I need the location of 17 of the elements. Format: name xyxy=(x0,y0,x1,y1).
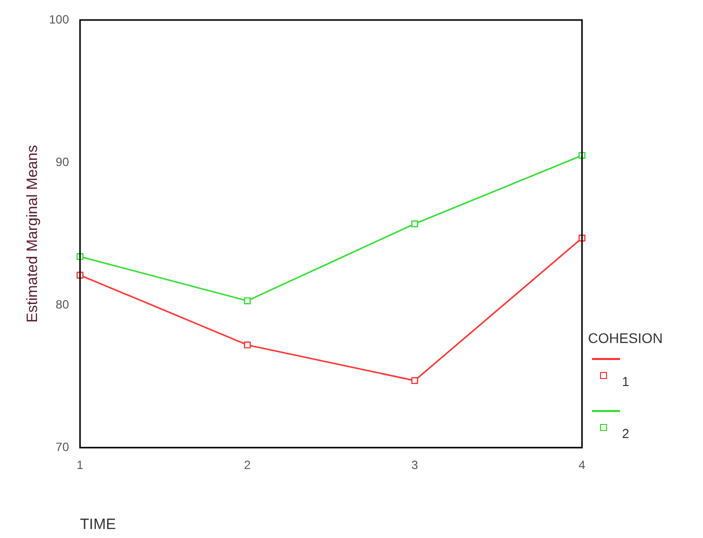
y-tick-label: 100 xyxy=(48,12,70,26)
y-tick-label: 70 xyxy=(56,440,70,454)
y-axis-title: Estimated Marginal Means xyxy=(24,145,42,323)
point xyxy=(244,297,251,304)
legend-title: COHESION xyxy=(588,330,663,346)
point xyxy=(244,342,251,348)
point xyxy=(411,220,418,228)
point xyxy=(411,377,418,384)
x-tick-label: 2 xyxy=(244,458,252,472)
x-tick-label: 4 xyxy=(578,458,586,472)
x-tick-label: 3 xyxy=(411,458,418,472)
y-tick-label: 90 xyxy=(56,154,70,169)
legend-label: 1 xyxy=(622,374,630,389)
x-axis-title: TIME xyxy=(80,516,116,534)
y-tick-label: 80 xyxy=(56,297,70,312)
x-tick-label: 1 xyxy=(76,458,84,472)
legend-label: 2 xyxy=(622,426,630,441)
